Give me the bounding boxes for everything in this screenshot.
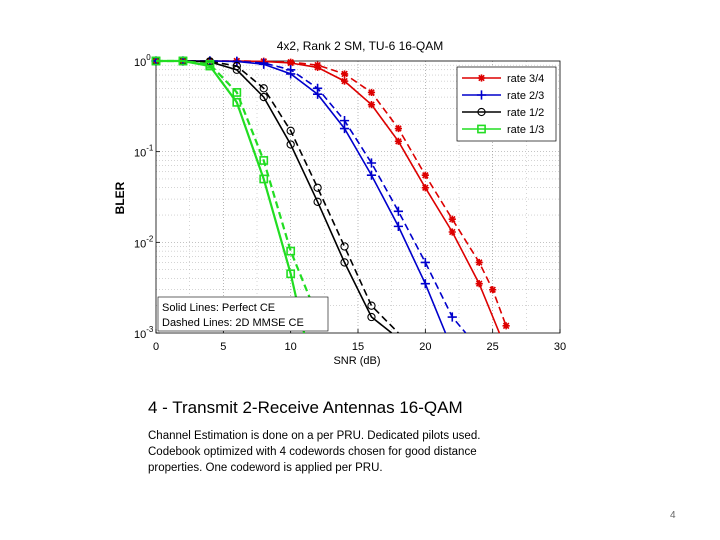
data-point: [259, 174, 269, 184]
chart-title: 4x2, Rank 2 SM, TU-6 16-QAM: [277, 39, 444, 53]
y-tick-label: 10-2: [134, 234, 154, 250]
chart-note: Solid Lines: Perfect CE: [162, 302, 275, 314]
data-point: [340, 242, 349, 251]
data-point: [259, 156, 269, 165]
data-point: [314, 61, 322, 69]
data-point: [367, 301, 376, 310]
x-tick-label: 15: [352, 341, 364, 353]
data-point: [366, 158, 377, 168]
data-point: [448, 228, 456, 236]
data-point: [475, 280, 483, 288]
bler-chart: 4x2, Rank 2 SM, TU-6 16-QAM BLER SNR (dB…: [113, 39, 566, 367]
data-point: [313, 83, 323, 93]
data-point: [286, 126, 295, 135]
x-tick-label: 30: [554, 341, 566, 353]
x-tick-label: 20: [419, 341, 431, 353]
data-point: [394, 124, 402, 133]
x-tick-label: 10: [285, 341, 297, 353]
data-point: [232, 56, 242, 66]
data-point: [367, 88, 376, 97]
x-tick-label: 25: [487, 341, 499, 353]
y-tick-label: 10-3: [134, 325, 154, 341]
x-axis-label: SNR (dB): [333, 355, 380, 367]
data-point: [447, 312, 457, 322]
data-point: [420, 279, 430, 289]
legend-label: rate 3/4: [507, 73, 544, 85]
caption-line: properties. One codeword is applied per …: [148, 462, 383, 474]
data-point: [421, 171, 429, 179]
data-point: [489, 286, 497, 294]
notes-box: [157, 296, 329, 332]
data-point: [259, 92, 268, 102]
data-point: [448, 215, 456, 223]
data-point: [287, 58, 295, 66]
data-point: [421, 184, 429, 192]
data-point: [259, 58, 269, 68]
legend-marker: [477, 124, 486, 134]
data-point: [178, 56, 188, 66]
data-point: [393, 221, 403, 231]
data-point: [394, 137, 402, 145]
page-number: 4: [670, 510, 676, 521]
caption-line: Codebook optimized with 4 codewords chos…: [148, 446, 477, 458]
caption-line: Channel Estimation is done on a per PRU.…: [148, 430, 481, 442]
data-point: [313, 183, 322, 192]
data-point: [367, 101, 376, 109]
legend-marker: [476, 90, 487, 100]
legend-marker: [477, 74, 486, 82]
y-axis-label: BLER: [113, 181, 127, 214]
data-point: [393, 206, 403, 216]
x-tick-label: 0: [153, 341, 159, 353]
data-point: [232, 61, 241, 71]
x-tick-label: 5: [220, 341, 226, 353]
legend-label: rate 2/3: [507, 90, 544, 102]
chart-note: Dashed Lines: 2D MMSE CE: [162, 317, 304, 329]
data-point: [340, 77, 349, 85]
data-point: [502, 322, 510, 330]
data-point: [366, 170, 377, 180]
y-tick-label: 10-1: [134, 144, 154, 160]
slide-title: 4 - Transmit 2-Receive Antennas 16-QAM: [148, 398, 463, 417]
data-point: [286, 246, 296, 256]
data-point: [313, 197, 322, 206]
data-point: [340, 258, 349, 267]
data-point: [232, 88, 242, 97]
data-point: [340, 70, 349, 78]
legend-label: rate 1/2: [507, 107, 544, 119]
data-point: [420, 257, 430, 268]
data-point: [151, 56, 161, 66]
y-tick-label: 100: [134, 53, 151, 69]
series-line: [156, 59, 319, 318]
data-point: [339, 123, 350, 134]
slide-caption: Channel Estimation is done on a per PRU.…: [148, 428, 568, 476]
data-point: [286, 65, 296, 75]
legend-label: rate 1/3: [507, 124, 544, 136]
data-point: [205, 59, 215, 69]
data-point: [475, 258, 483, 267]
data-point: [286, 269, 296, 279]
data-point: [286, 140, 295, 149]
data-point: [367, 312, 376, 322]
data-point: [339, 116, 350, 126]
series-line: [156, 60, 393, 333]
legend-marker: [477, 107, 486, 117]
data-point: [259, 84, 268, 93]
